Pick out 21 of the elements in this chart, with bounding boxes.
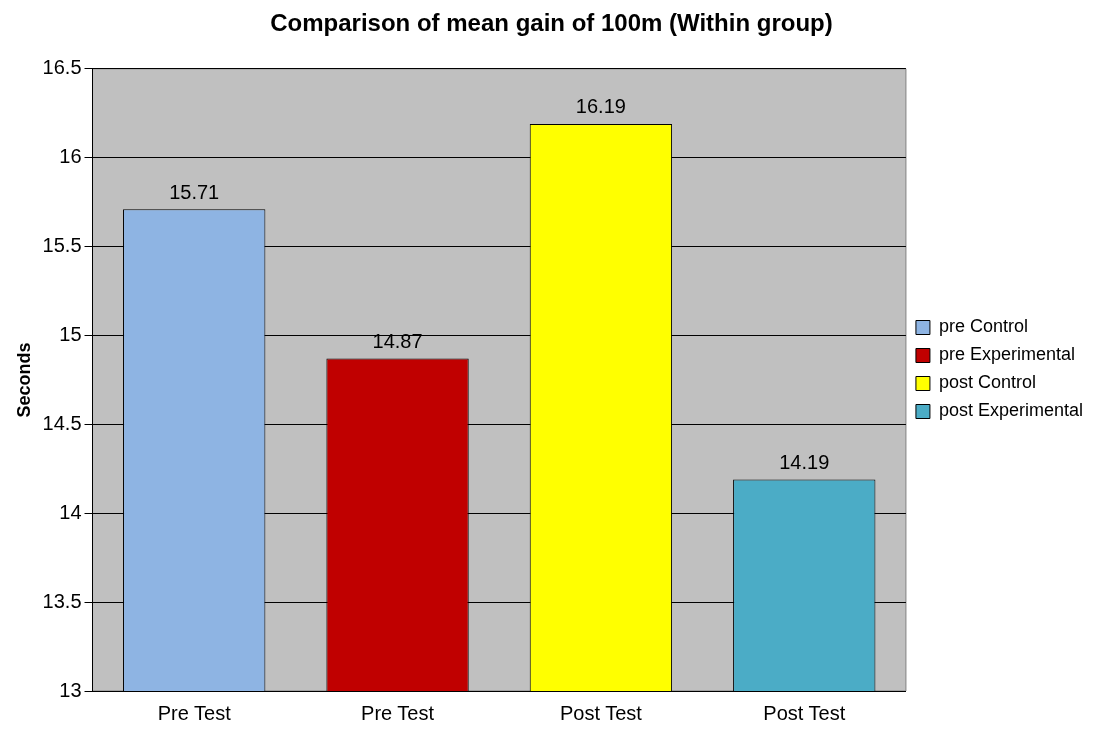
y-axis-title: Seconds (13, 342, 34, 418)
legend-label: pre Experimental (938, 344, 1076, 365)
y-tick-label: 15 (59, 322, 82, 345)
x-tick-label: Pre Test (361, 701, 435, 724)
legend-label: pre Control (938, 316, 1028, 337)
y-tick-label: 16.5 (42, 56, 82, 79)
y-tick-label: 14.5 (42, 411, 82, 434)
y-tick-label: 14 (59, 500, 82, 523)
x-tick-label: Post Test (763, 701, 846, 724)
legend-label: post Control (938, 372, 1036, 393)
legend-label: post Experimental (938, 400, 1084, 421)
data-label: 15.71 (169, 180, 220, 203)
x-tick-label: Post Test (559, 701, 643, 724)
y-tick-label: 16 (59, 145, 82, 168)
y-tick-label: 13.5 (42, 589, 82, 612)
chart-title: Comparison of mean gain of 100m (Within group) (270, 9, 833, 37)
x-tick-label: Pre Test (157, 701, 232, 724)
y-tick-label: 15.5 (42, 234, 82, 257)
y-tick-label: 13 (59, 678, 82, 701)
data-label: 16.19 (575, 95, 626, 118)
data-label: 14.19 (779, 450, 830, 473)
